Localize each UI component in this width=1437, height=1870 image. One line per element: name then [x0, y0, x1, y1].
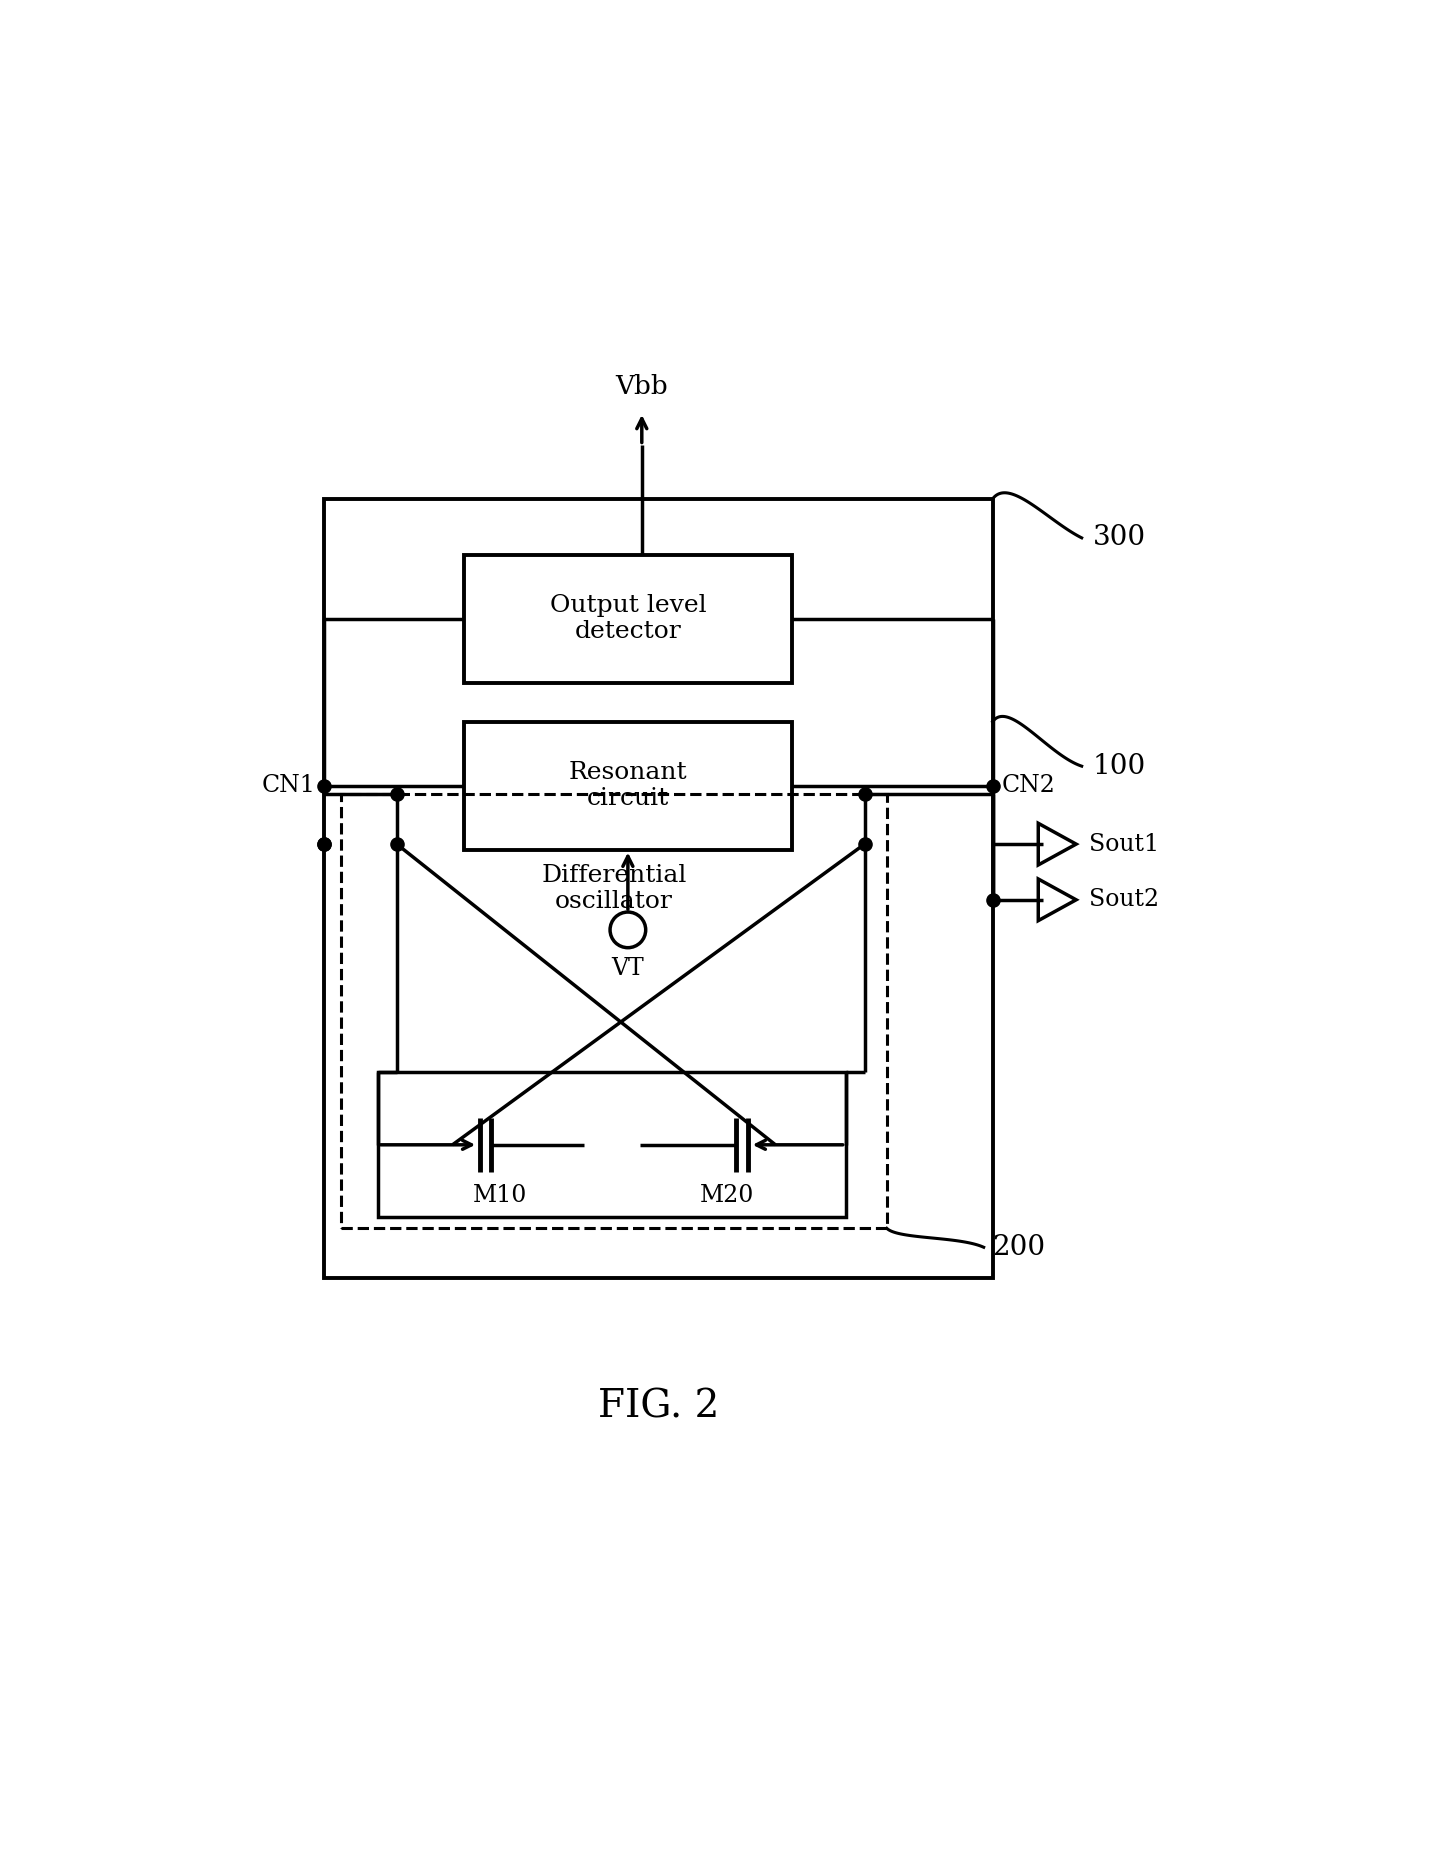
- Bar: [464, 722, 792, 849]
- Text: M20: M20: [700, 1184, 754, 1206]
- Text: 100: 100: [1092, 752, 1147, 780]
- Text: CN2: CN2: [1002, 774, 1055, 797]
- Text: FIG. 2: FIG. 2: [598, 1388, 718, 1425]
- Point: [313, 828, 336, 858]
- Text: Sout2: Sout2: [1089, 888, 1160, 911]
- Point: [854, 780, 877, 810]
- Text: Differential
oscillator: Differential oscillator: [542, 864, 687, 913]
- Text: Vbb: Vbb: [615, 374, 668, 398]
- Point: [313, 828, 336, 858]
- Text: CN1: CN1: [262, 774, 316, 797]
- Point: [981, 885, 1004, 914]
- Bar: [341, 795, 887, 1229]
- Text: Output level
detector: Output level detector: [549, 595, 706, 643]
- Point: [981, 770, 1004, 800]
- Text: Sout1: Sout1: [1089, 832, 1160, 856]
- Point: [385, 828, 408, 858]
- Point: [385, 780, 408, 810]
- Text: VT: VT: [612, 957, 644, 980]
- Bar: [464, 555, 792, 683]
- Text: 200: 200: [993, 1234, 1046, 1260]
- Bar: [325, 499, 993, 1279]
- Text: M10: M10: [473, 1184, 527, 1206]
- Point: [313, 770, 336, 800]
- Point: [854, 828, 877, 858]
- Text: 300: 300: [1092, 524, 1145, 552]
- Bar: [378, 1072, 845, 1217]
- Text: Resonant
circuit: Resonant circuit: [569, 761, 687, 810]
